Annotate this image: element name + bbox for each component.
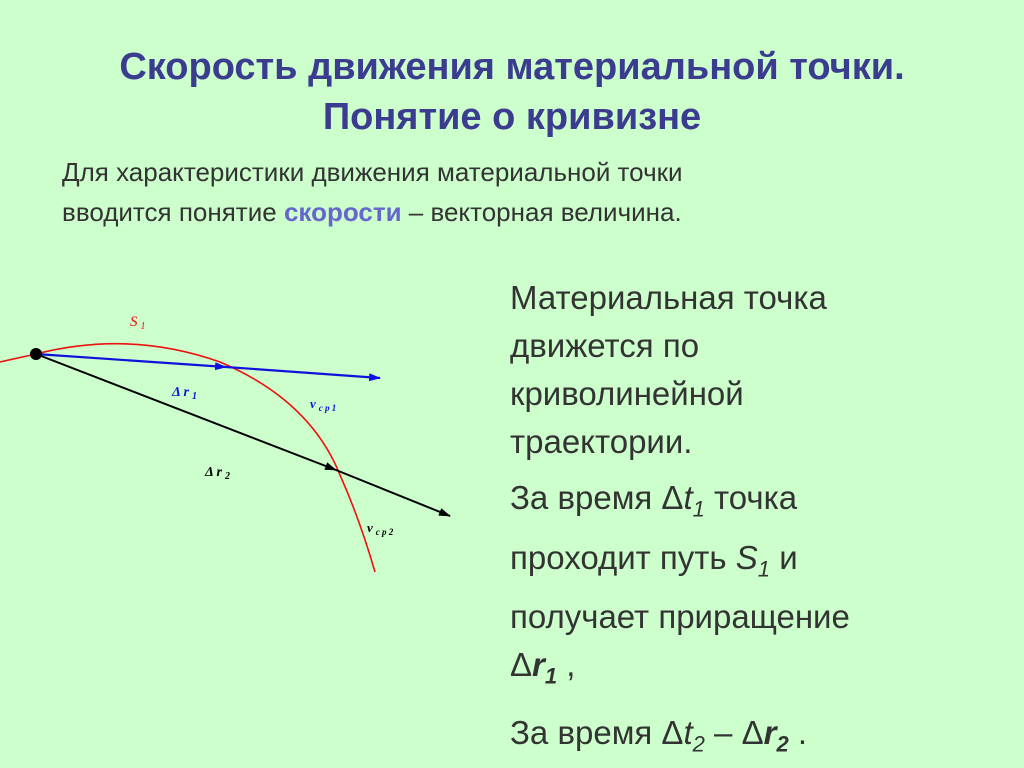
- body-line: За время Δt1 точка: [510, 474, 850, 534]
- intro-text: Для характеристики движения материальной…: [62, 152, 683, 232]
- text: .: [788, 713, 808, 751]
- delta-symbol: Δ: [510, 646, 533, 684]
- title-line-1: Скорость движения материальной точки.: [119, 46, 905, 88]
- intro-line-1: Для характеристики движения материальной…: [62, 157, 683, 187]
- text: проходит путь: [510, 538, 736, 576]
- r-symbol: r: [532, 646, 545, 684]
- text: За время Δ: [510, 479, 684, 516]
- body-line: За время Δt2 – Δr2 .: [510, 709, 850, 768]
- subscript: 2: [692, 731, 705, 757]
- intro-text-a: вводится понятие: [62, 197, 284, 227]
- body-line: проходит путь S1 и: [510, 534, 850, 594]
- page-title: Скорость движения материальной точки. По…: [0, 42, 1024, 142]
- v-avg2-vector: [335, 469, 451, 517]
- text: За время Δ: [510, 713, 684, 751]
- body-line: получает приращение: [510, 598, 850, 636]
- text: и: [770, 538, 798, 576]
- text: ,: [557, 646, 576, 684]
- r-symbol: r: [763, 713, 777, 751]
- explanation-text: Материальная точка движется по криволине…: [510, 274, 850, 768]
- body-line: траектории.: [510, 423, 693, 460]
- delta-r1-vector: [35, 352, 227, 371]
- subscript: 1: [692, 496, 705, 522]
- subscript: 2: [776, 731, 789, 757]
- trajectory-curve: [0, 342, 376, 573]
- title-line-2: Понятие о кривизне: [322, 96, 702, 138]
- t-symbol: t: [683, 713, 693, 751]
- body-line: криволинейной: [510, 375, 744, 412]
- body-line: Материальная точка: [510, 279, 827, 316]
- v-avg1-vector: [225, 365, 381, 382]
- t-symbol: t: [683, 479, 693, 516]
- material-point: [30, 348, 42, 360]
- body-line: движется по: [510, 327, 700, 364]
- intro-accent: скорости: [283, 197, 402, 227]
- text: – Δ: [704, 713, 764, 751]
- delta-r2-vector: [35, 353, 337, 471]
- s-symbol: S: [735, 538, 758, 576]
- subscript: 1: [757, 556, 771, 582]
- body-line: Δr1 ,: [510, 641, 850, 701]
- text: точка: [704, 479, 798, 516]
- subscript: 1: [544, 663, 558, 689]
- intro-text-b: – векторная величина.: [401, 197, 682, 227]
- intro-line-2: вводится понятие скорости – векторная ве…: [62, 192, 683, 232]
